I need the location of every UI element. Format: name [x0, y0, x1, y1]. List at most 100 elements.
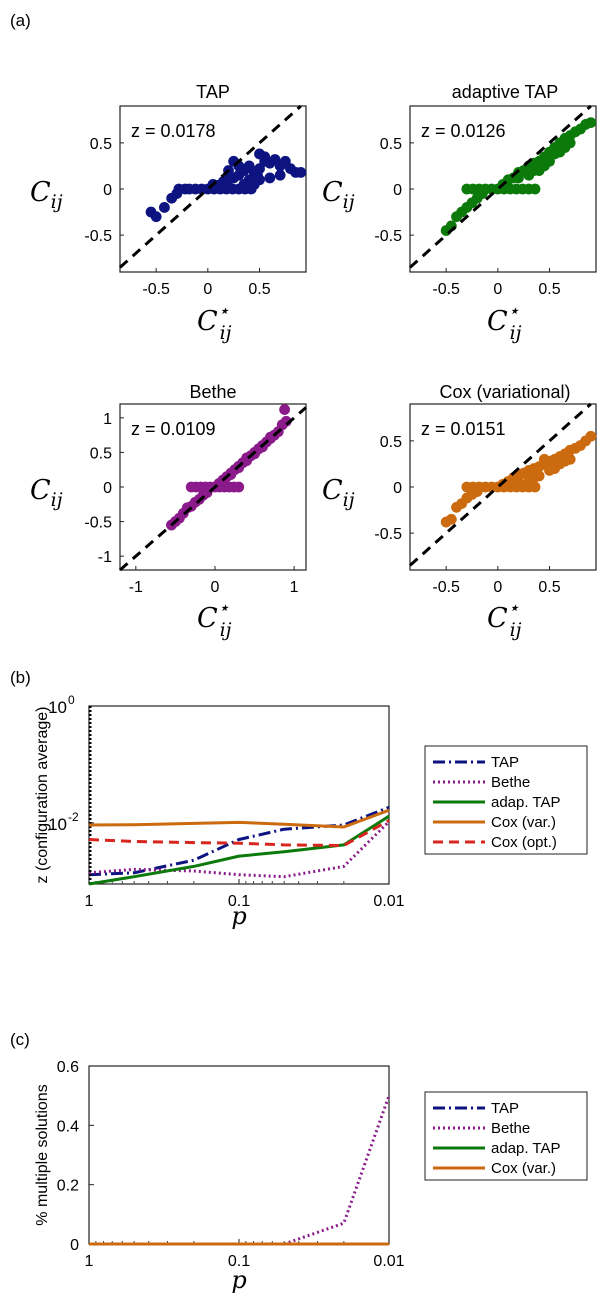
x-tick-label: 0	[203, 281, 212, 298]
scatter-point	[445, 513, 457, 525]
scatter-point	[559, 142, 571, 153]
scatter-point	[274, 169, 286, 181]
legend-label: adap. TAP	[491, 1140, 561, 1157]
scatter-point	[528, 472, 540, 484]
scatter-points	[440, 430, 597, 528]
x-tick-label: 0.5	[538, 281, 560, 298]
x-tick-label: -1	[129, 579, 143, 596]
scatter-point	[538, 453, 550, 465]
y-tick-label: 1	[103, 411, 112, 428]
x-axis-label: p	[231, 902, 246, 930]
axis-ticks: -0.5 0 0.5 -0.5 0 0.5	[374, 434, 560, 596]
legend-label: Cox (var.)	[491, 814, 556, 831]
axis-ticks: -0.5 0 0.5 -0.5 0 0.5	[374, 136, 560, 298]
series-line	[88, 814, 390, 886]
scatter-point	[513, 172, 524, 184]
x-axis-label: C⋆ ij	[197, 300, 232, 344]
y-tick-label: 0	[103, 480, 112, 497]
y-tick-label: 0.5	[380, 136, 402, 153]
subplot-title: adaptive TAP	[452, 82, 558, 102]
x-axis-label: C⋆ ij	[487, 597, 522, 641]
panel-label-a: (a)	[10, 11, 31, 30]
x-tick-label: 0.5	[538, 579, 560, 596]
scatter-point	[259, 151, 271, 163]
subplot-title: Cox (variational)	[439, 382, 570, 402]
scatter-point	[279, 404, 291, 415]
y-tick-label: 0.5	[90, 445, 112, 462]
x-tick-label: 0	[211, 579, 220, 596]
legend-box	[424, 745, 588, 855]
scatter-point	[159, 202, 170, 213]
identity-line	[409, 402, 592, 567]
x-axis-label: C⋆ ij	[197, 597, 232, 641]
z-annotation: z = 0.0178	[131, 121, 216, 141]
y-axis-label: % multiple solutions	[34, 1084, 51, 1225]
x-axis-label: C⋆ ij	[487, 300, 522, 344]
legend: TAP Bethe adap. TAP Cox (var.) Cox (opt.)	[424, 745, 588, 855]
series-line	[88, 808, 390, 829]
series-lines	[88, 706, 391, 886]
y-tick-label: 0.5	[90, 136, 112, 153]
x-tick-label: -0.5	[142, 281, 170, 298]
legend-label: adap. TAP	[491, 794, 561, 811]
axis-ticks: -1 0 1 -1 -0.5 0 0.5 1	[84, 411, 298, 596]
scatter-point	[529, 481, 541, 493]
panel-label-c: (c)	[10, 1030, 30, 1049]
y-tick-label: 0.2	[57, 1178, 79, 1195]
y-axis-label: z (configuration average)	[34, 707, 51, 884]
z-annotation: z = 0.0109	[131, 419, 216, 439]
y-tick-label: -0.5	[84, 515, 112, 532]
x-tick-label: 0.01	[373, 1253, 404, 1270]
scatter-plot-bethe: Bethe z = 0.0109 -1 0 1 -1 -0.5 0 0.5 1 Cij C⋆ i…	[30, 382, 307, 641]
x-tick-label: 0.01	[373, 893, 404, 910]
y-axis-label: Cij	[30, 177, 63, 213]
x-tick-label: -0.5	[432, 579, 460, 596]
plot-frame	[88, 705, 390, 885]
y-tick-label: 0	[103, 182, 112, 199]
scatter-plot-cox-variational: Cox (variational) z = 0.0151 -0.5 0 0.5-0.…	[322, 382, 597, 641]
legend-label: TAP	[491, 1100, 519, 1117]
y-tick-label: 10	[48, 815, 67, 834]
x-tick-label: 1	[85, 893, 94, 910]
scatter-point	[150, 211, 162, 223]
scatter-point	[559, 455, 571, 467]
scatter-point	[538, 160, 550, 172]
scatter-points	[145, 148, 307, 223]
identity-line	[119, 406, 307, 572]
scatter-point	[528, 165, 540, 176]
scatter-point	[238, 178, 250, 190]
y-tick-label: 0	[70, 1237, 79, 1254]
scatter-point	[585, 117, 597, 128]
legend: TAP Bethe adap. TAP Cox (var.)	[424, 1091, 588, 1181]
scatter-plot-tap: TAP z = 0.0178 -0.5 0 0.5 -0.5 0 0.5 Cij C⋆ ij	[30, 82, 307, 344]
scatter-point	[233, 481, 245, 493]
y-tick-label: 0	[393, 182, 402, 199]
scatter-point	[529, 183, 541, 195]
y-tick-exponent: 0	[68, 693, 75, 707]
legend-label: Cox (opt.)	[491, 834, 557, 851]
y-tick-label: 0.4	[57, 1118, 79, 1135]
legend-label: TAP	[491, 754, 519, 771]
x-tick-label: 0.1	[228, 893, 250, 910]
axis-ticks: -0.5 0 0.5 -0.5 0 0.5	[84, 136, 270, 298]
y-tick-label: -0.5	[374, 526, 402, 543]
x-axis-label: p	[231, 1266, 246, 1294]
series-line	[88, 820, 391, 879]
plot-frame	[88, 1065, 390, 1245]
scatter-point	[264, 172, 276, 184]
identity-line	[119, 104, 302, 269]
y-axis-label: Cij	[322, 177, 355, 213]
series-line	[88, 819, 390, 847]
scatter-point	[585, 430, 597, 442]
y-axis-label: Cij	[322, 475, 355, 511]
legend-label: Cox (var.)	[491, 1160, 556, 1177]
scatter-point	[549, 148, 561, 160]
y-tick-exponent: -2	[68, 810, 79, 824]
x-tick-label: 1	[290, 579, 299, 596]
legend-label: Bethe	[491, 774, 530, 791]
series-lines	[89, 1095, 391, 1246]
